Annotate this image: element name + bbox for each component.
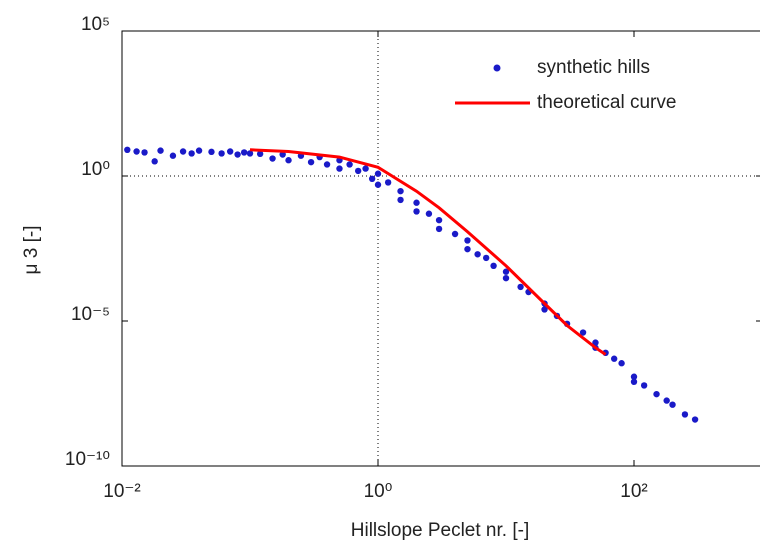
data-point [502,274,510,282]
data-point [425,210,433,217]
x-axis-label: Hillslope Peclet nr. [-] [351,520,529,541]
data-point [618,360,625,367]
data-point [653,390,660,398]
data-point [374,181,382,188]
data-point [124,146,131,154]
data-point [630,373,638,380]
data-point [151,158,158,165]
data-point [691,416,699,423]
data-point [195,147,203,154]
data-point [234,151,241,158]
data-point [188,150,195,157]
data-point [208,148,215,156]
data-point [610,355,618,362]
data-point [256,150,264,158]
x-tick-label: 10⁻² [103,481,141,502]
x-tick-label: 10² [620,481,647,502]
data-point [269,155,276,162]
y-axis-label: μ 3 [-] [21,226,42,275]
data-point [681,411,689,418]
data-point [663,397,670,404]
data-point [354,167,362,175]
data-point [323,161,331,168]
data-point [157,147,164,154]
data-point [397,187,404,195]
data-point [285,157,292,164]
data-point [592,339,599,346]
data-point [482,254,490,262]
data-point [579,329,587,336]
data-point [362,165,369,172]
data-point [474,251,481,258]
data-point [279,151,286,158]
data-point [141,149,148,156]
data-point [451,230,459,238]
data-point [384,179,392,186]
data-point [246,150,254,157]
data-point [502,268,510,275]
data-point [541,306,548,313]
data-point [517,283,524,291]
y-tick-label: 10⁵ [81,14,110,35]
data-point [669,401,676,408]
data-point [435,216,443,224]
data-point [435,225,443,233]
data-point [397,196,404,204]
data-point [307,158,315,166]
data-point [640,382,648,389]
data-point [413,208,420,215]
legend-label: theoretical curve [537,92,676,113]
data-point [240,149,248,156]
data-point [169,152,177,159]
y-tick-label: 10⁻¹⁰ [65,449,110,470]
curve [249,148,607,356]
data-point [179,148,187,155]
plot-frame [121,30,760,467]
data-point [413,199,420,206]
data-point [368,175,376,183]
legend-marker [493,64,501,72]
data-point [218,150,225,157]
x-tick-label: 10⁰ [364,481,393,502]
y-tick-label: 10⁻⁵ [71,304,110,325]
data-point [374,170,382,177]
data-point [226,148,234,155]
data-point [464,237,471,244]
data-point [464,245,471,253]
data-point [133,148,140,155]
data-point [346,161,353,168]
data-point [630,378,638,386]
legend-label: synthetic hills [537,57,650,78]
data-point [336,165,343,172]
y-tick-label: 10⁰ [81,159,110,180]
data-point [490,262,497,270]
